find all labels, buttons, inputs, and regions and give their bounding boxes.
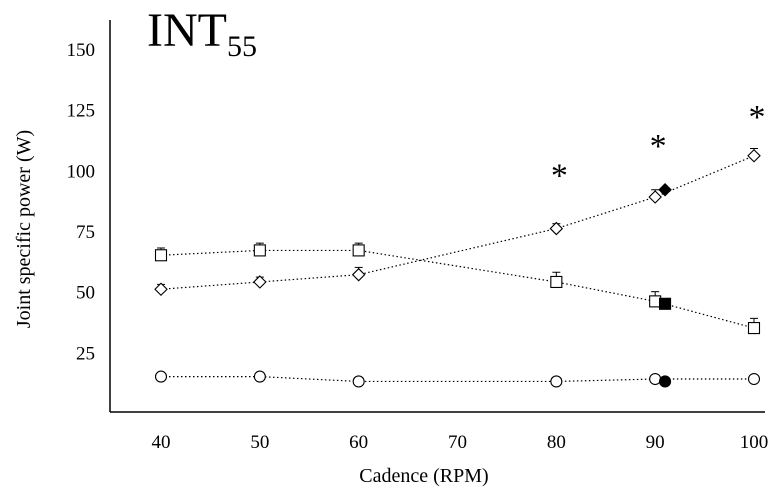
- significance-marker: *: [551, 157, 568, 194]
- x-axis-label: Cadence (RPM): [359, 465, 488, 487]
- data-point: [352, 244, 365, 257]
- data-point: [154, 282, 168, 297]
- data-point: [747, 372, 761, 386]
- x-tick-labels: 40 50 60 70 80 90 100: [152, 432, 769, 453]
- series-square: [154, 242, 761, 335]
- y-tick-label: 50: [76, 283, 95, 304]
- chart-title: INT55: [147, 4, 257, 63]
- data-point: [253, 370, 266, 383]
- highlight-layer: [658, 182, 672, 388]
- highlight-point: [658, 297, 672, 310]
- data-point: [253, 244, 266, 257]
- data-point: [351, 267, 366, 282]
- y-axis-label: Joint specific power (W): [13, 130, 35, 328]
- series-line: [160, 155, 755, 290]
- x-tick-label: 100: [740, 432, 769, 453]
- data-point: [747, 148, 761, 163]
- x-tick-label: 60: [349, 432, 368, 453]
- data-point: [550, 375, 563, 388]
- x-tick-label: 70: [448, 432, 467, 453]
- chart-title-subscript: 55: [227, 30, 257, 63]
- y-tick-label: 125: [67, 101, 96, 122]
- y-tick-label: 100: [67, 161, 96, 182]
- y-tick-label: 75: [76, 222, 95, 243]
- series-circle: [154, 370, 761, 388]
- x-tick-label: 40: [152, 432, 171, 453]
- highlight-point: [658, 375, 672, 388]
- x-tick-label: 90: [646, 432, 665, 453]
- significance-marker: *: [749, 99, 766, 136]
- series-line: [161, 376, 754, 383]
- series-line: [160, 249, 755, 329]
- series-layer: [154, 147, 761, 388]
- y-tick-label: 25: [76, 343, 95, 364]
- data-point: [352, 375, 365, 388]
- axes: [109, 20, 765, 413]
- x-tick-label: 80: [547, 432, 566, 453]
- data-point: [649, 372, 662, 386]
- data-point: [648, 190, 662, 204]
- chart-title-main: INT: [147, 4, 227, 57]
- annotation-layer: * * *: [551, 99, 766, 194]
- significance-marker: *: [650, 128, 667, 165]
- data-point: [747, 322, 761, 335]
- data-point: [154, 249, 168, 262]
- data-point: [154, 370, 168, 383]
- data-point: [550, 275, 563, 289]
- x-tick-label: 50: [250, 432, 269, 453]
- y-tick-labels: 25 50 75 100 125 150: [67, 40, 96, 364]
- data-point: [549, 221, 564, 236]
- data-point: [253, 275, 267, 289]
- y-tick-label: 150: [67, 40, 96, 61]
- highlight-point: [658, 182, 672, 197]
- series-diamond: [154, 147, 761, 297]
